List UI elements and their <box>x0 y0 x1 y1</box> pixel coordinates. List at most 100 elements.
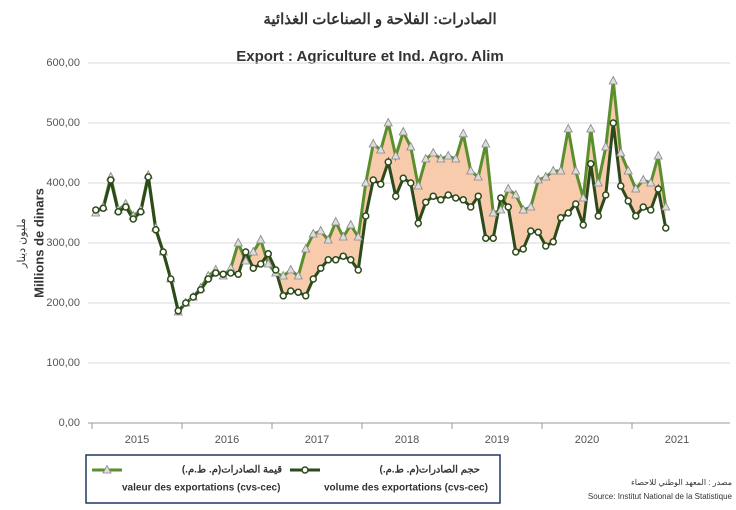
legend-label-ar: قيمة الصادرات(م. ط.م.) <box>182 465 282 476</box>
point <box>219 270 227 278</box>
point <box>407 179 415 187</box>
y-tick-label: 500,00 <box>46 117 80 129</box>
point <box>422 198 430 206</box>
point <box>234 270 242 278</box>
point <box>542 242 550 250</box>
point <box>474 192 482 200</box>
point <box>256 234 266 244</box>
point <box>473 171 483 181</box>
point <box>331 216 341 226</box>
point <box>316 225 326 235</box>
point <box>287 287 295 295</box>
point <box>338 231 348 241</box>
point <box>497 194 505 202</box>
point <box>144 173 152 181</box>
point <box>107 176 115 184</box>
point <box>654 185 662 193</box>
point <box>616 147 626 157</box>
point <box>174 307 182 315</box>
legend-marker <box>102 464 112 474</box>
x-tick-label: 2017 <box>305 434 329 446</box>
point <box>293 270 303 280</box>
point <box>459 196 467 204</box>
point <box>92 206 100 214</box>
point <box>294 288 302 296</box>
point <box>413 180 423 190</box>
point <box>609 119 617 127</box>
point <box>527 227 535 235</box>
point <box>443 150 453 160</box>
source: Source: Institut National de la Statisti… <box>588 492 733 501</box>
point <box>323 234 333 244</box>
point <box>488 207 498 217</box>
point <box>428 147 438 157</box>
point <box>414 219 422 227</box>
point <box>617 182 625 190</box>
point <box>241 255 251 265</box>
point <box>398 126 408 136</box>
point <box>511 189 521 199</box>
point <box>279 292 287 300</box>
y-tick-label: 600,00 <box>46 57 80 69</box>
point <box>587 160 595 168</box>
point <box>392 192 400 200</box>
point <box>548 165 558 175</box>
point <box>436 153 446 163</box>
point <box>368 138 378 148</box>
point <box>369 176 377 184</box>
point <box>302 292 310 300</box>
point <box>278 270 288 280</box>
point <box>384 158 392 166</box>
point <box>263 258 273 268</box>
point <box>624 197 632 205</box>
point <box>467 203 475 211</box>
point <box>452 194 460 202</box>
point <box>632 212 640 220</box>
legend-label-ar: حجم الصادرات(م. ط.م.) <box>380 465 481 476</box>
point <box>482 234 490 242</box>
legend-marker <box>301 466 309 474</box>
point <box>362 212 370 220</box>
x-tick-label: 2018 <box>395 434 419 446</box>
point <box>519 245 527 253</box>
point <box>324 256 332 264</box>
point <box>639 203 647 211</box>
y-axis-label-ar: مليون دينار <box>16 218 28 269</box>
point <box>189 293 197 301</box>
point <box>137 208 145 216</box>
point <box>526 201 536 211</box>
point <box>339 252 347 260</box>
point <box>564 209 572 217</box>
point <box>489 234 497 242</box>
point <box>383 117 393 127</box>
point <box>594 212 602 220</box>
point <box>534 228 542 236</box>
point <box>602 191 610 199</box>
point <box>272 266 280 274</box>
point <box>601 141 611 151</box>
y-tick-label: 300,00 <box>46 237 80 249</box>
x-tick-label: 2019 <box>485 434 509 446</box>
point <box>376 144 386 154</box>
point <box>129 215 137 223</box>
point <box>631 183 641 193</box>
x-tick-label: 2015 <box>125 434 149 446</box>
point <box>399 174 407 182</box>
y-axis-label: Millions de dinars <box>31 188 46 298</box>
chart-title: الصادرات: الفلاحة و الصناعات الغذائية <box>263 11 496 28</box>
point <box>563 123 573 133</box>
legend-label: valeur des exportations (cvs-cec) <box>122 483 280 494</box>
point <box>346 219 356 229</box>
x-tick-label: 2021 <box>665 434 689 446</box>
point <box>264 250 272 258</box>
point <box>557 214 565 222</box>
point <box>347 256 355 264</box>
point <box>533 174 543 184</box>
point <box>579 221 587 229</box>
point <box>593 177 603 187</box>
chart-subtitle: Export : Agriculture et Ind. Agro. Alim <box>236 48 504 65</box>
point <box>309 275 317 283</box>
point <box>571 165 581 175</box>
point <box>496 204 506 214</box>
point <box>182 299 190 307</box>
